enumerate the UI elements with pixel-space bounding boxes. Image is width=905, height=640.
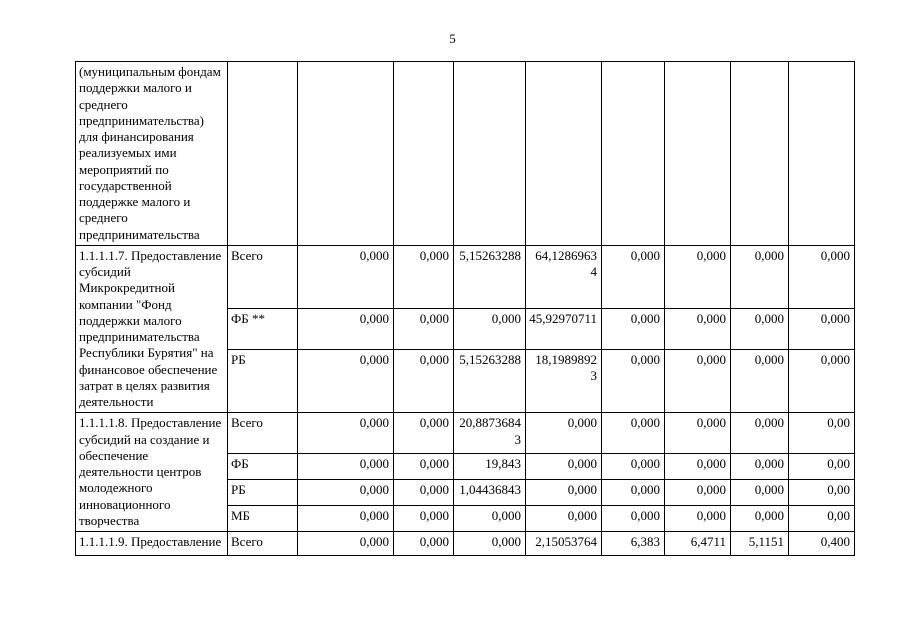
value-cell: 0,000 bbox=[730, 452, 789, 480]
value-cell: 0,000 bbox=[664, 412, 731, 454]
value-cell: 0,00 bbox=[788, 452, 855, 480]
value-cell: 0,000 bbox=[525, 504, 602, 533]
value-cell: 0,000 bbox=[601, 348, 665, 414]
row-description: 1.1.1.1.7. Предоставление субсидий Микро… bbox=[75, 244, 228, 414]
value-cell: 0,000 bbox=[730, 244, 789, 310]
budget-source-cell: РБ bbox=[227, 348, 298, 414]
value-cell: 0,000 bbox=[297, 452, 394, 480]
budget-source-cell: МБ bbox=[227, 504, 298, 533]
value-cell: 0,000 bbox=[601, 452, 665, 480]
value-cell: 0,000 bbox=[297, 348, 394, 414]
value-cell: 0,000 bbox=[393, 531, 454, 556]
table-row: ФБ ** 0,000 0,000 0,000 45,92970711 0,000 0,00… bbox=[76, 308, 855, 350]
value-cell: 0,000 bbox=[453, 531, 526, 556]
value-cell: 0,000 bbox=[297, 244, 394, 310]
value-cell bbox=[393, 61, 454, 246]
value-cell: 5,1151 bbox=[730, 531, 789, 556]
row-description: (муниципальным фондам поддержки малого и… bbox=[75, 61, 228, 246]
table-row: 1.1.1.1.9. Предоставление Всего 0,000 0,000… bbox=[75, 531, 855, 556]
value-cell: 0,000 bbox=[664, 348, 731, 414]
budget-source-cell: Всего bbox=[227, 412, 298, 454]
value-cell: 0,000 bbox=[601, 504, 665, 533]
value-cell: 0,000 bbox=[393, 244, 454, 310]
value-cell: 0,00 bbox=[788, 504, 855, 533]
value-cell: 64,12869634 bbox=[525, 244, 602, 310]
value-cell: 0,000 bbox=[730, 504, 789, 533]
value-cell: 0,000 bbox=[393, 452, 454, 480]
table-row: РБ 0,000 0,000 1,04436843 0,000 0,000 0,000 0,0… bbox=[76, 478, 855, 506]
page-number: 5 bbox=[449, 31, 456, 46]
value-cell bbox=[664, 61, 731, 246]
value-cell: 0,000 bbox=[297, 308, 394, 350]
value-cell: 0,000 bbox=[393, 504, 454, 533]
value-cell: 0,000 bbox=[601, 244, 665, 310]
value-cell bbox=[525, 61, 602, 246]
value-cell: 0,000 bbox=[601, 308, 665, 350]
value-cell: 0,000 bbox=[664, 478, 731, 506]
value-cell: 0,000 bbox=[297, 412, 394, 454]
value-cell: 0,000 bbox=[453, 504, 526, 533]
value-cell: 0,000 bbox=[730, 412, 789, 454]
value-cell: 0,000 bbox=[525, 412, 602, 454]
table-row: (муниципальным фондам поддержки малого и… bbox=[75, 61, 855, 246]
value-cell: 0,000 bbox=[393, 478, 454, 506]
table-row: 1.1.1.1.7. Предоставление субсидий Микро… bbox=[75, 244, 855, 414]
row-description: 1.1.1.1.8. Предоставление субсидий на со… bbox=[75, 412, 228, 532]
value-cell: 6,4711 bbox=[664, 531, 731, 556]
value-cell: 0,000 bbox=[393, 412, 454, 454]
value-cell: 0,400 bbox=[788, 531, 855, 556]
value-cell: 0,000 bbox=[525, 478, 602, 506]
budget-source-cell: Всего bbox=[227, 244, 298, 310]
table-row: РБ 0,000 0,000 5,15263288 18,19898923 0,000 0,… bbox=[76, 348, 855, 414]
value-cell: 0,000 bbox=[730, 308, 789, 350]
budget-source-cell: Всего bbox=[227, 531, 298, 556]
value-cell: 0,00 bbox=[788, 412, 855, 454]
value-cell: 0,000 bbox=[453, 308, 526, 350]
value-cell: 0,000 bbox=[730, 478, 789, 506]
value-cell: 0,000 bbox=[393, 308, 454, 350]
table-row: 1.1.1.1.8. Предоставление субсидий на со… bbox=[75, 412, 855, 532]
value-cell: 0,000 bbox=[525, 452, 602, 480]
budget-source-cell: РБ bbox=[227, 478, 298, 506]
value-cell bbox=[601, 61, 665, 246]
document-page: 5 (муниципальным фондам поддержки малого… bbox=[75, 31, 855, 556]
value-cell: 0,000 bbox=[788, 308, 855, 350]
value-cell: 0,000 bbox=[297, 504, 394, 533]
budget-source-cell: ФБ bbox=[227, 452, 298, 480]
value-cell: 0,000 bbox=[788, 348, 855, 414]
value-cell bbox=[453, 61, 526, 246]
value-cell: 0,000 bbox=[297, 478, 394, 506]
table-row: МБ 0,000 0,000 0,000 0,000 0,000 0,000 0,000 0,0… bbox=[76, 504, 855, 533]
value-cell: 19,843 bbox=[453, 452, 526, 480]
value-cell: 45,92970711 bbox=[525, 308, 602, 350]
value-cell: 0,000 bbox=[601, 412, 665, 454]
value-cell: 0,000 bbox=[730, 348, 789, 414]
table-row: ФБ 0,000 0,000 19,843 0,000 0,000 0,000 0,000 0,… bbox=[76, 452, 855, 480]
budget-source-cell: ФБ ** bbox=[227, 308, 298, 350]
value-cell: 0,00 bbox=[788, 478, 855, 506]
value-cell: 0,000 bbox=[664, 452, 731, 480]
value-cell: 20,88736843 bbox=[453, 412, 526, 454]
value-cell: 5,15263288 bbox=[453, 244, 526, 310]
value-cell: 5,15263288 bbox=[453, 348, 526, 414]
value-cell bbox=[788, 61, 855, 246]
budget-source-cell bbox=[227, 61, 298, 246]
value-cell: 0,000 bbox=[393, 348, 454, 414]
table-body: (муниципальным фондам поддержки малого и… bbox=[75, 61, 855, 556]
value-cell bbox=[297, 61, 394, 246]
value-cell: 18,19898923 bbox=[525, 348, 602, 414]
value-cell: 0,000 bbox=[664, 244, 731, 310]
value-cell: 0,000 bbox=[664, 504, 731, 533]
value-cell: 0,000 bbox=[664, 308, 731, 350]
value-cell: 6,383 bbox=[601, 531, 665, 556]
budget-table: (муниципальным фондам поддержки малого и… bbox=[75, 61, 855, 556]
value-cell: 0,000 bbox=[601, 478, 665, 506]
value-cell: 0,000 bbox=[788, 244, 855, 310]
value-cell: 0,000 bbox=[297, 531, 394, 556]
value-cell bbox=[730, 61, 789, 246]
value-cell: 2,15053764 bbox=[525, 531, 602, 556]
row-description: 1.1.1.1.9. Предоставление bbox=[75, 531, 228, 556]
value-cell: 1,04436843 bbox=[453, 478, 526, 506]
